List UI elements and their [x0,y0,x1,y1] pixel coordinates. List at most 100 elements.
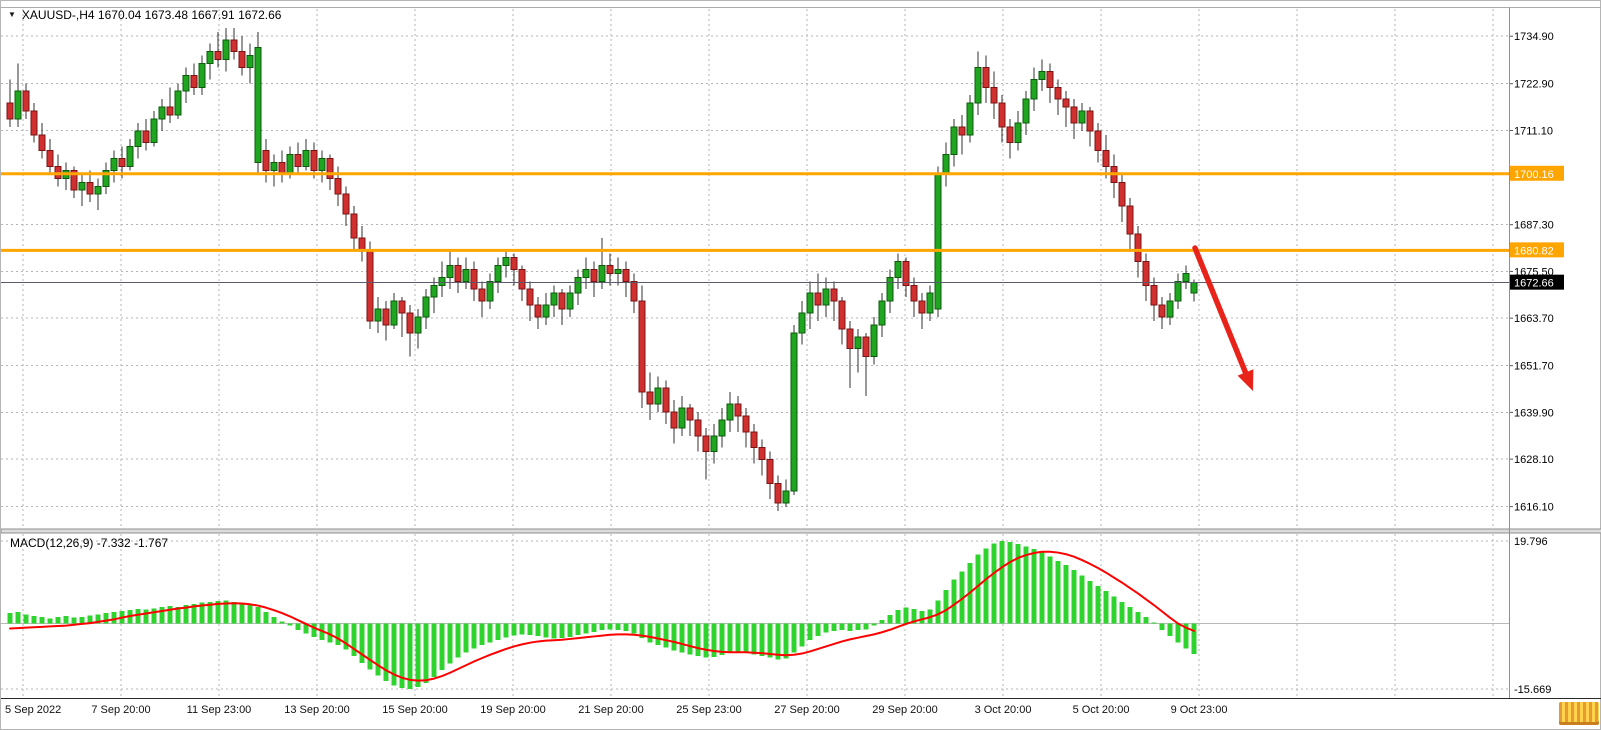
candle-body [622,268,630,282]
macd-histogram-bar [399,623,405,688]
symbol-dropdown-icon[interactable]: ▼ [8,10,16,19]
trend-arrow-line[interactable] [1192,245,1251,381]
macd-histogram-bar [1063,565,1069,624]
candle-body [414,316,422,334]
candle-body [1166,300,1174,318]
candle-body [342,193,350,215]
macd-histogram-bar [1047,556,1053,624]
macd-histogram-bar [327,623,333,643]
time-axis-label: 21 Sep 20:00 [578,704,643,716]
candle-body [654,387,662,405]
candle-body [838,300,846,330]
macd-histogram-bar [863,623,869,630]
candle-body [174,90,182,116]
candle-body [142,130,150,144]
macd-histogram-bar [375,623,381,676]
candle-body [830,288,838,302]
macd-histogram-bar [295,623,301,630]
macd-histogram-bar [199,602,205,624]
candle-body [870,324,878,358]
candle-body [382,308,390,326]
macd-histogram-bar [1127,606,1133,624]
candle-body [566,292,574,310]
macd-histogram-bar [1151,622,1157,624]
macd-histogram-bar [95,614,101,624]
candle-body [86,181,94,195]
macd-histogram-bar [1015,544,1021,624]
candle-body [318,158,326,171]
macd-histogram-bar [607,623,613,630]
macd-histogram-bar [311,623,317,637]
time-axis-label: 11 Sep 23:00 [187,704,252,716]
candle-body [1118,181,1126,207]
panel-divider[interactable] [1,528,1601,534]
macd-histogram-bar [743,623,749,653]
candle-body [798,312,806,334]
macd-histogram-bar [1039,552,1045,624]
candle-body [702,435,710,453]
macd-histogram-bar [847,623,853,632]
macd-histogram-bar [879,620,885,624]
candle-body [990,86,998,104]
candle-body [558,292,566,310]
candle-body [982,66,990,88]
macd-histogram-bar [535,623,541,637]
candle-body [854,336,862,350]
candle-body [246,55,254,68]
candle-body [38,134,46,152]
time-axis-label: 29 Sep 20:00 [872,704,937,716]
macd-histogram-bar [63,615,69,624]
candle-body [878,300,886,326]
candle-body [102,169,110,187]
macd-histogram-bar [1031,549,1037,624]
candle-body [190,74,198,88]
macd-histogram-bar [239,603,245,624]
macd-histogram-bar [1167,623,1173,637]
candle-body [366,249,374,322]
macd-histogram-bar [871,623,877,626]
time-axis-label: 27 Sep 20:00 [774,704,839,716]
candle-body [494,264,502,282]
macd-histogram-bar [735,623,741,652]
candle-body [1126,205,1134,235]
macd-histogram-bar [903,607,909,624]
candle-body [374,308,382,322]
candle-body [1078,110,1086,124]
candle-body [1174,280,1182,302]
time-axis-label: 13 Sep 20:00 [284,704,349,716]
candle-body [742,415,750,433]
macd-histogram-bar [1183,623,1189,649]
macd-histogram-bar [231,601,237,624]
macd-histogram-bar [151,608,157,624]
candle-body [630,280,638,302]
macd-histogram-bar [831,623,837,632]
macd-histogram-bar [647,623,653,643]
macd-histogram-bar [599,623,605,631]
candle-body [614,268,622,274]
macd-histogram-bar [1191,623,1197,655]
candle-body [726,403,734,421]
candle-body [14,90,22,120]
candle-body [446,264,454,278]
candle-body [182,74,190,92]
candle-body [262,150,270,171]
candle-body [406,312,414,334]
macd-histogram-bar [511,623,517,636]
candle-body [662,387,670,413]
macd-histogram-bar [39,617,45,624]
candle-body [214,51,222,61]
candle-body [862,336,870,358]
candle-body [222,39,230,61]
trend-arrow-head[interactable] [1237,369,1254,391]
candle-body [1086,110,1094,132]
price-axis-label: 1734.90 [1514,31,1554,43]
candle-body [94,185,102,195]
candle-body [502,257,510,266]
candle-body [326,158,334,179]
candle-body [766,459,774,484]
macd-histogram-bar [431,623,437,677]
candle-body [398,300,406,314]
macd-histogram-bar [631,623,637,634]
